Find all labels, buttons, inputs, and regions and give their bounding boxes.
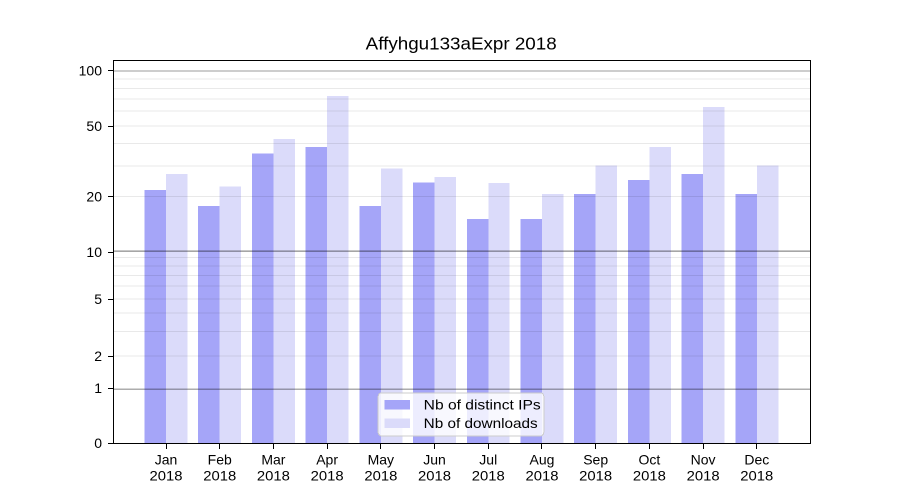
svg-text:2018: 2018: [150, 468, 183, 484]
svg-text:2: 2: [94, 348, 102, 364]
svg-text:Nb of downloads: Nb of downloads: [424, 415, 538, 431]
svg-text:Dec: Dec: [744, 452, 769, 468]
svg-text:2018: 2018: [472, 468, 505, 484]
svg-text:2018: 2018: [311, 468, 344, 484]
svg-text:2018: 2018: [579, 468, 612, 484]
svg-text:20: 20: [86, 189, 102, 205]
svg-text:1: 1: [94, 380, 102, 396]
svg-text:0: 0: [94, 435, 102, 451]
svg-text:5: 5: [94, 291, 102, 307]
svg-text:10: 10: [86, 244, 102, 260]
svg-text:Nb of distinct IPs: Nb of distinct IPs: [424, 396, 541, 412]
svg-text:Apr: Apr: [316, 452, 338, 468]
svg-text:2018: 2018: [364, 468, 397, 484]
svg-text:2018: 2018: [525, 468, 558, 484]
svg-text:Oct: Oct: [638, 452, 660, 468]
svg-text:50: 50: [86, 118, 102, 134]
svg-text:2018: 2018: [687, 468, 720, 484]
svg-text:Aug: Aug: [530, 452, 555, 468]
svg-text:2018: 2018: [633, 468, 666, 484]
svg-text:May: May: [368, 452, 394, 468]
svg-text:Feb: Feb: [208, 452, 232, 468]
svg-text:Nov: Nov: [691, 452, 716, 468]
svg-text:2018: 2018: [418, 468, 451, 484]
svg-text:Sep: Sep: [583, 452, 608, 468]
svg-text:Affyhgu133aExpr 2018: Affyhgu133aExpr 2018: [366, 34, 557, 54]
svg-text:2018: 2018: [740, 468, 773, 484]
svg-text:Jun: Jun: [423, 452, 446, 468]
svg-text:2018: 2018: [257, 468, 290, 484]
svg-text:Mar: Mar: [261, 452, 285, 468]
svg-text:Jul: Jul: [479, 452, 497, 468]
svg-text:100: 100: [79, 63, 103, 79]
svg-text:Jan: Jan: [155, 452, 178, 468]
svg-text:2018: 2018: [203, 468, 236, 484]
